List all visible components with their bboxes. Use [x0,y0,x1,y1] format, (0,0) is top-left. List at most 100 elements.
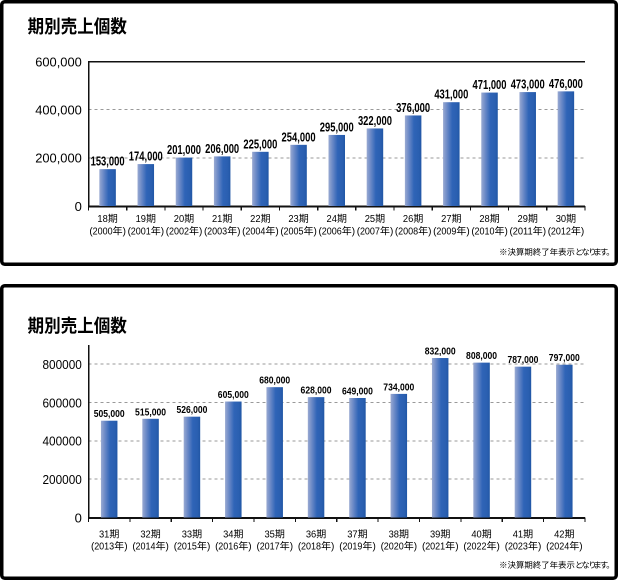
svg-text:): ) [161,227,164,238]
svg-text:2011: 2011 [513,227,533,238]
svg-text:2019: 2019 [342,542,362,553]
svg-text:): ) [505,227,508,238]
svg-text:32: 32 [140,530,151,541]
svg-text:24: 24 [327,214,338,225]
svg-text:): ) [538,542,541,553]
svg-text:(: ( [463,542,467,553]
svg-text:(: ( [204,227,208,238]
svg-text:): ) [331,542,334,553]
svg-text:628,000: 628,000 [301,385,332,397]
svg-text:): ) [428,227,431,238]
svg-text:28: 28 [479,214,490,225]
svg-text:808,000: 808,000 [466,350,497,362]
svg-text:(: ( [339,542,343,553]
svg-text:): ) [207,542,210,553]
svg-text:42: 42 [554,530,565,541]
svg-text:376,000: 376,000 [396,101,430,115]
svg-text:2015: 2015 [177,542,197,553]
svg-text:20: 20 [174,214,185,225]
svg-text:526,000: 526,000 [176,404,207,416]
svg-text:(: ( [128,227,132,238]
svg-text:2006: 2006 [322,227,342,238]
svg-text:2004: 2004 [245,227,265,238]
svg-text:254,000: 254,000 [282,130,316,144]
svg-text:201,000: 201,000 [167,143,201,157]
svg-text:38: 38 [389,530,400,541]
svg-text:(: ( [174,542,178,553]
svg-text:200000: 200000 [43,472,82,487]
svg-text:2021: 2021 [425,542,445,553]
svg-text:431,000: 431,000 [434,88,468,102]
svg-text:25: 25 [365,214,376,225]
svg-text:2023: 2023 [508,542,528,553]
svg-text:0: 0 [75,510,82,525]
svg-text:206,000: 206,000 [205,142,239,156]
svg-text:(: ( [505,542,509,553]
svg-text:(: ( [256,542,260,553]
svg-text:2018: 2018 [301,542,321,553]
svg-text:505,000: 505,000 [94,408,125,420]
svg-text:(: ( [319,227,323,238]
svg-text:2020: 2020 [384,542,404,553]
svg-text:2022: 2022 [467,542,487,553]
svg-text:2001: 2001 [131,227,151,238]
svg-text:471,000: 471,000 [473,78,507,92]
svg-text:39: 39 [430,530,441,541]
svg-text:400000: 400000 [43,434,82,449]
svg-text:2012: 2012 [551,227,571,238]
svg-text:18: 18 [97,214,108,225]
svg-text:680,000: 680,000 [259,375,290,387]
svg-text:649,000: 649,000 [342,386,373,398]
svg-text:19: 19 [136,214,147,225]
svg-text:): ) [314,227,317,238]
svg-text:): ) [390,227,393,238]
svg-text:600000: 600000 [43,395,82,410]
svg-text:): ) [455,542,458,553]
svg-text:26: 26 [403,214,414,225]
svg-text:2010: 2010 [475,227,495,238]
svg-text:40: 40 [471,530,482,541]
svg-text:): ) [372,542,375,553]
svg-text:): ) [579,542,582,553]
svg-text:(: ( [433,227,437,238]
svg-text:(: ( [422,542,426,553]
svg-text:23: 23 [288,214,299,225]
svg-text:36: 36 [306,530,317,541]
svg-text:515,000: 515,000 [135,406,166,418]
svg-text:600,000: 600,000 [35,54,82,69]
svg-text:2002: 2002 [169,227,189,238]
svg-text:(: ( [357,227,361,238]
svg-text:): ) [414,542,417,553]
svg-text:(: ( [215,542,219,553]
svg-text:(: ( [166,227,170,238]
svg-text:35: 35 [264,530,275,541]
svg-text:473,000: 473,000 [511,78,545,92]
svg-text:34: 34 [223,530,234,541]
svg-text:174,000: 174,000 [129,150,163,164]
svg-text:33: 33 [182,530,193,541]
svg-text:41: 41 [513,530,524,541]
svg-text:): ) [123,227,126,238]
svg-text:400,000: 400,000 [35,103,82,118]
svg-text:30: 30 [556,214,567,225]
svg-text:2003: 2003 [207,227,227,238]
svg-text:(: ( [510,227,514,238]
svg-text:2014: 2014 [136,542,156,553]
svg-text:2009: 2009 [436,227,456,238]
svg-text:): ) [124,542,127,553]
svg-text:605,000: 605,000 [218,389,249,401]
svg-text:): ) [199,227,202,238]
svg-text:22: 22 [250,214,261,225]
svg-text:): ) [466,227,469,238]
svg-text:734,000: 734,000 [383,381,414,393]
svg-text:37: 37 [347,530,358,541]
svg-text:): ) [237,227,240,238]
svg-text:(: ( [395,227,399,238]
svg-text:): ) [275,227,278,238]
svg-text:(: ( [471,227,475,238]
svg-text:832,000: 832,000 [425,346,456,358]
svg-text:): ) [581,227,584,238]
svg-text:800000: 800000 [43,357,82,372]
svg-text:787,000: 787,000 [507,354,538,366]
svg-text:2024: 2024 [549,542,569,553]
